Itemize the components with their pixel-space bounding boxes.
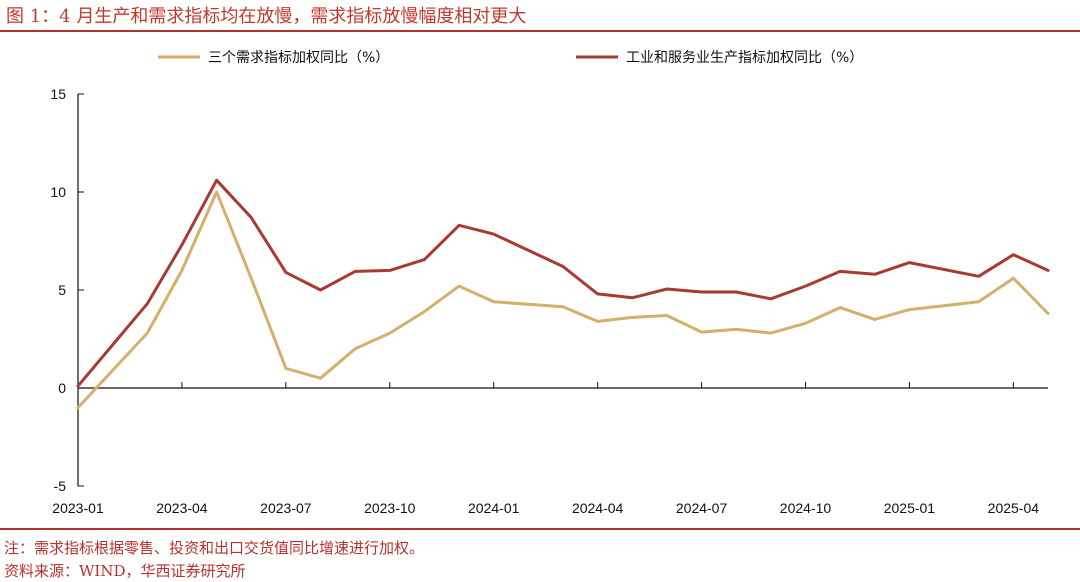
top-rule — [0, 30, 1080, 32]
x-tick-label: 2023-07 — [260, 500, 312, 516]
y-tick-label: 0 — [58, 380, 66, 396]
x-tick-label: 2024-07 — [676, 500, 728, 516]
line-chart: 三个需求指标加权同比（%） 工业和服务业生产指标加权同比（%） -5051015 … — [50, 50, 1050, 516]
y-tick-label: 10 — [50, 184, 66, 200]
y-tick-label: 5 — [58, 282, 66, 298]
x-tick-label: 2024-10 — [780, 500, 832, 516]
bottom-rule — [0, 528, 1080, 530]
figure-source: 资料来源：WIND，华西证券研究所 — [4, 562, 246, 580]
chart-series — [76, 178, 1050, 410]
y-tick-label: 15 — [50, 86, 66, 102]
figure-note: 注：需求指标根据零售、投资和出口交货值同比增速进行加权。 — [4, 539, 425, 557]
x-tick-label: 2024-04 — [572, 500, 624, 516]
x-tick-label: 2025-04 — [988, 500, 1040, 516]
x-tick-label: 2023-10 — [364, 500, 416, 516]
x-tick-label: 2023-04 — [156, 500, 208, 516]
y-tick-label: -5 — [54, 478, 67, 494]
production-series-line — [76, 178, 1050, 388]
legend-label: 三个需求指标加权同比（%） — [208, 50, 389, 66]
legend-label: 工业和服务业生产指标加权同比（%） — [626, 50, 863, 66]
chart-legend: 三个需求指标加权同比（%） 工业和服务业生产指标加权同比（%） — [158, 50, 863, 66]
y-axis: -5 0 5 10 15 — [50, 86, 84, 494]
figure-title: 图 1：4 月生产和需求指标均在放慢，需求指标放慢幅度相对更大 — [6, 6, 527, 27]
x-tick-label: 2023-01 — [52, 500, 104, 516]
x-tick-label: 2025-01 — [884, 500, 936, 516]
x-axis: 2023-01 2023-04 2023-07 2023-10 2024-01 2024-… — [52, 382, 1048, 516]
demand-series-line — [76, 190, 1050, 410]
x-tick-label: 2024-01 — [468, 500, 520, 516]
